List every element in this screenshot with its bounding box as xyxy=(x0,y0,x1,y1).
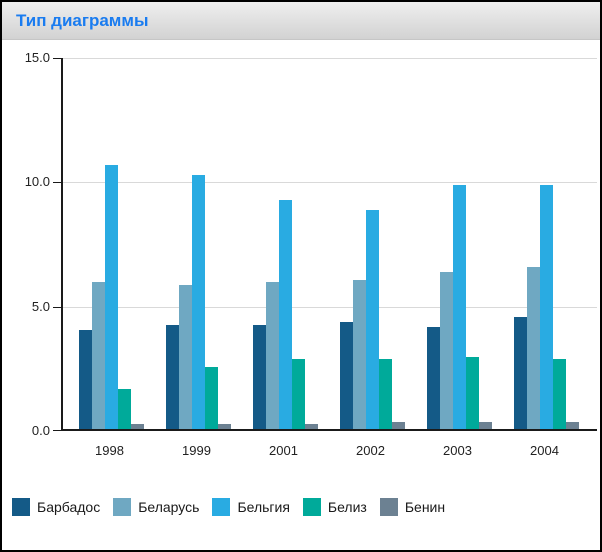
legend-item[interactable]: Барбадос xyxy=(12,498,100,516)
bar-group xyxy=(514,58,579,429)
legend-swatch xyxy=(113,498,132,516)
gridline xyxy=(63,182,597,184)
y-tick-label: 0.0 xyxy=(31,423,50,438)
chart-title: Тип диаграммы xyxy=(16,10,149,30)
y-tick-mark xyxy=(53,430,63,431)
chart-header: Тип диаграммы xyxy=(2,2,600,40)
legend-label: Бельгия xyxy=(237,499,290,515)
bar-Бенин[interactable] xyxy=(479,421,492,429)
y-tick-mark xyxy=(53,58,63,59)
bar-Барбадос[interactable] xyxy=(79,329,92,429)
bar-Бельгия[interactable] xyxy=(366,210,379,429)
x-tick-label: 2001 xyxy=(269,443,298,458)
plot-area xyxy=(53,58,597,431)
bar-Беларусь[interactable] xyxy=(179,284,192,429)
bar-Белиз[interactable] xyxy=(553,359,566,429)
bar-Бельгия[interactable] xyxy=(453,185,466,429)
x-tick-label: 2003 xyxy=(443,443,472,458)
bar-Бенин[interactable] xyxy=(305,424,318,429)
bar-Бенин[interactable] xyxy=(218,424,231,429)
bar-group xyxy=(340,58,405,429)
legend-label: Бенин xyxy=(404,499,446,515)
y-tick-label: 15.0 xyxy=(24,50,50,65)
bar-Белиз[interactable] xyxy=(205,366,218,429)
legend-label: Беларусь xyxy=(138,499,200,515)
chart-area: 0.0 5.0 10.0 15.0 1998 1999 2001 2002 2003 2004 … xyxy=(2,40,600,549)
bar-Беларусь[interactable] xyxy=(353,279,366,429)
legend-swatch xyxy=(12,498,30,516)
x-tick-label: 1998 xyxy=(95,443,124,458)
bar-Барбадос[interactable] xyxy=(166,324,179,429)
bar-Бельгия[interactable] xyxy=(540,185,553,429)
y-tick-label: 10.0 xyxy=(24,174,50,190)
bar-group xyxy=(427,58,492,429)
legend-item[interactable]: Белиз xyxy=(302,498,367,516)
legend-item[interactable]: Бенин xyxy=(379,498,446,516)
x-tick-label: 2004 xyxy=(530,443,559,458)
bar-Беларусь[interactable] xyxy=(527,267,540,429)
x-tick-label: 2002 xyxy=(356,443,385,458)
bar-group xyxy=(79,58,144,429)
bar-Барбадос[interactable] xyxy=(514,317,527,429)
gridline xyxy=(63,58,597,59)
bar-Бенин[interactable] xyxy=(131,424,144,429)
legend-item[interactable]: Бельгия xyxy=(212,498,290,516)
y-tick-mark xyxy=(53,306,63,308)
bar-group xyxy=(166,58,231,429)
bar-group xyxy=(253,58,318,429)
bar-Бельгия[interactable] xyxy=(279,200,292,429)
y-tick-label: 5.0 xyxy=(31,298,50,314)
gridline xyxy=(63,306,597,308)
bar-Барбадос[interactable] xyxy=(427,327,440,429)
x-tick-label: 1999 xyxy=(182,443,211,458)
bar-Беларусь[interactable] xyxy=(92,282,105,429)
bar-Бельгия[interactable] xyxy=(192,175,205,429)
bar-Барбадос[interactable] xyxy=(340,322,353,429)
bar-Беларусь[interactable] xyxy=(266,282,279,429)
bar-Белиз[interactable] xyxy=(292,359,305,429)
legend-item[interactable]: Беларусь xyxy=(113,498,199,516)
legend-swatch xyxy=(379,498,398,516)
bar-Бенин[interactable] xyxy=(392,421,405,429)
bar-Белиз[interactable] xyxy=(118,389,131,429)
bar-Белиз[interactable] xyxy=(466,356,479,429)
legend-swatch xyxy=(212,498,231,516)
legend-label: Белиз xyxy=(327,499,367,515)
bar-Беларусь[interactable] xyxy=(440,272,453,429)
legend-label: Барбадос xyxy=(37,499,101,515)
bar-Белиз[interactable] xyxy=(379,359,392,429)
legend: Барбадос Беларусь Бельгия Белиз Бенин xyxy=(12,498,445,516)
legend-swatch xyxy=(302,498,321,516)
y-tick-mark xyxy=(53,182,63,184)
bar-Барбадос[interactable] xyxy=(253,324,266,429)
bar-Бенин[interactable] xyxy=(566,421,579,429)
bar-Бельгия[interactable] xyxy=(105,165,118,429)
